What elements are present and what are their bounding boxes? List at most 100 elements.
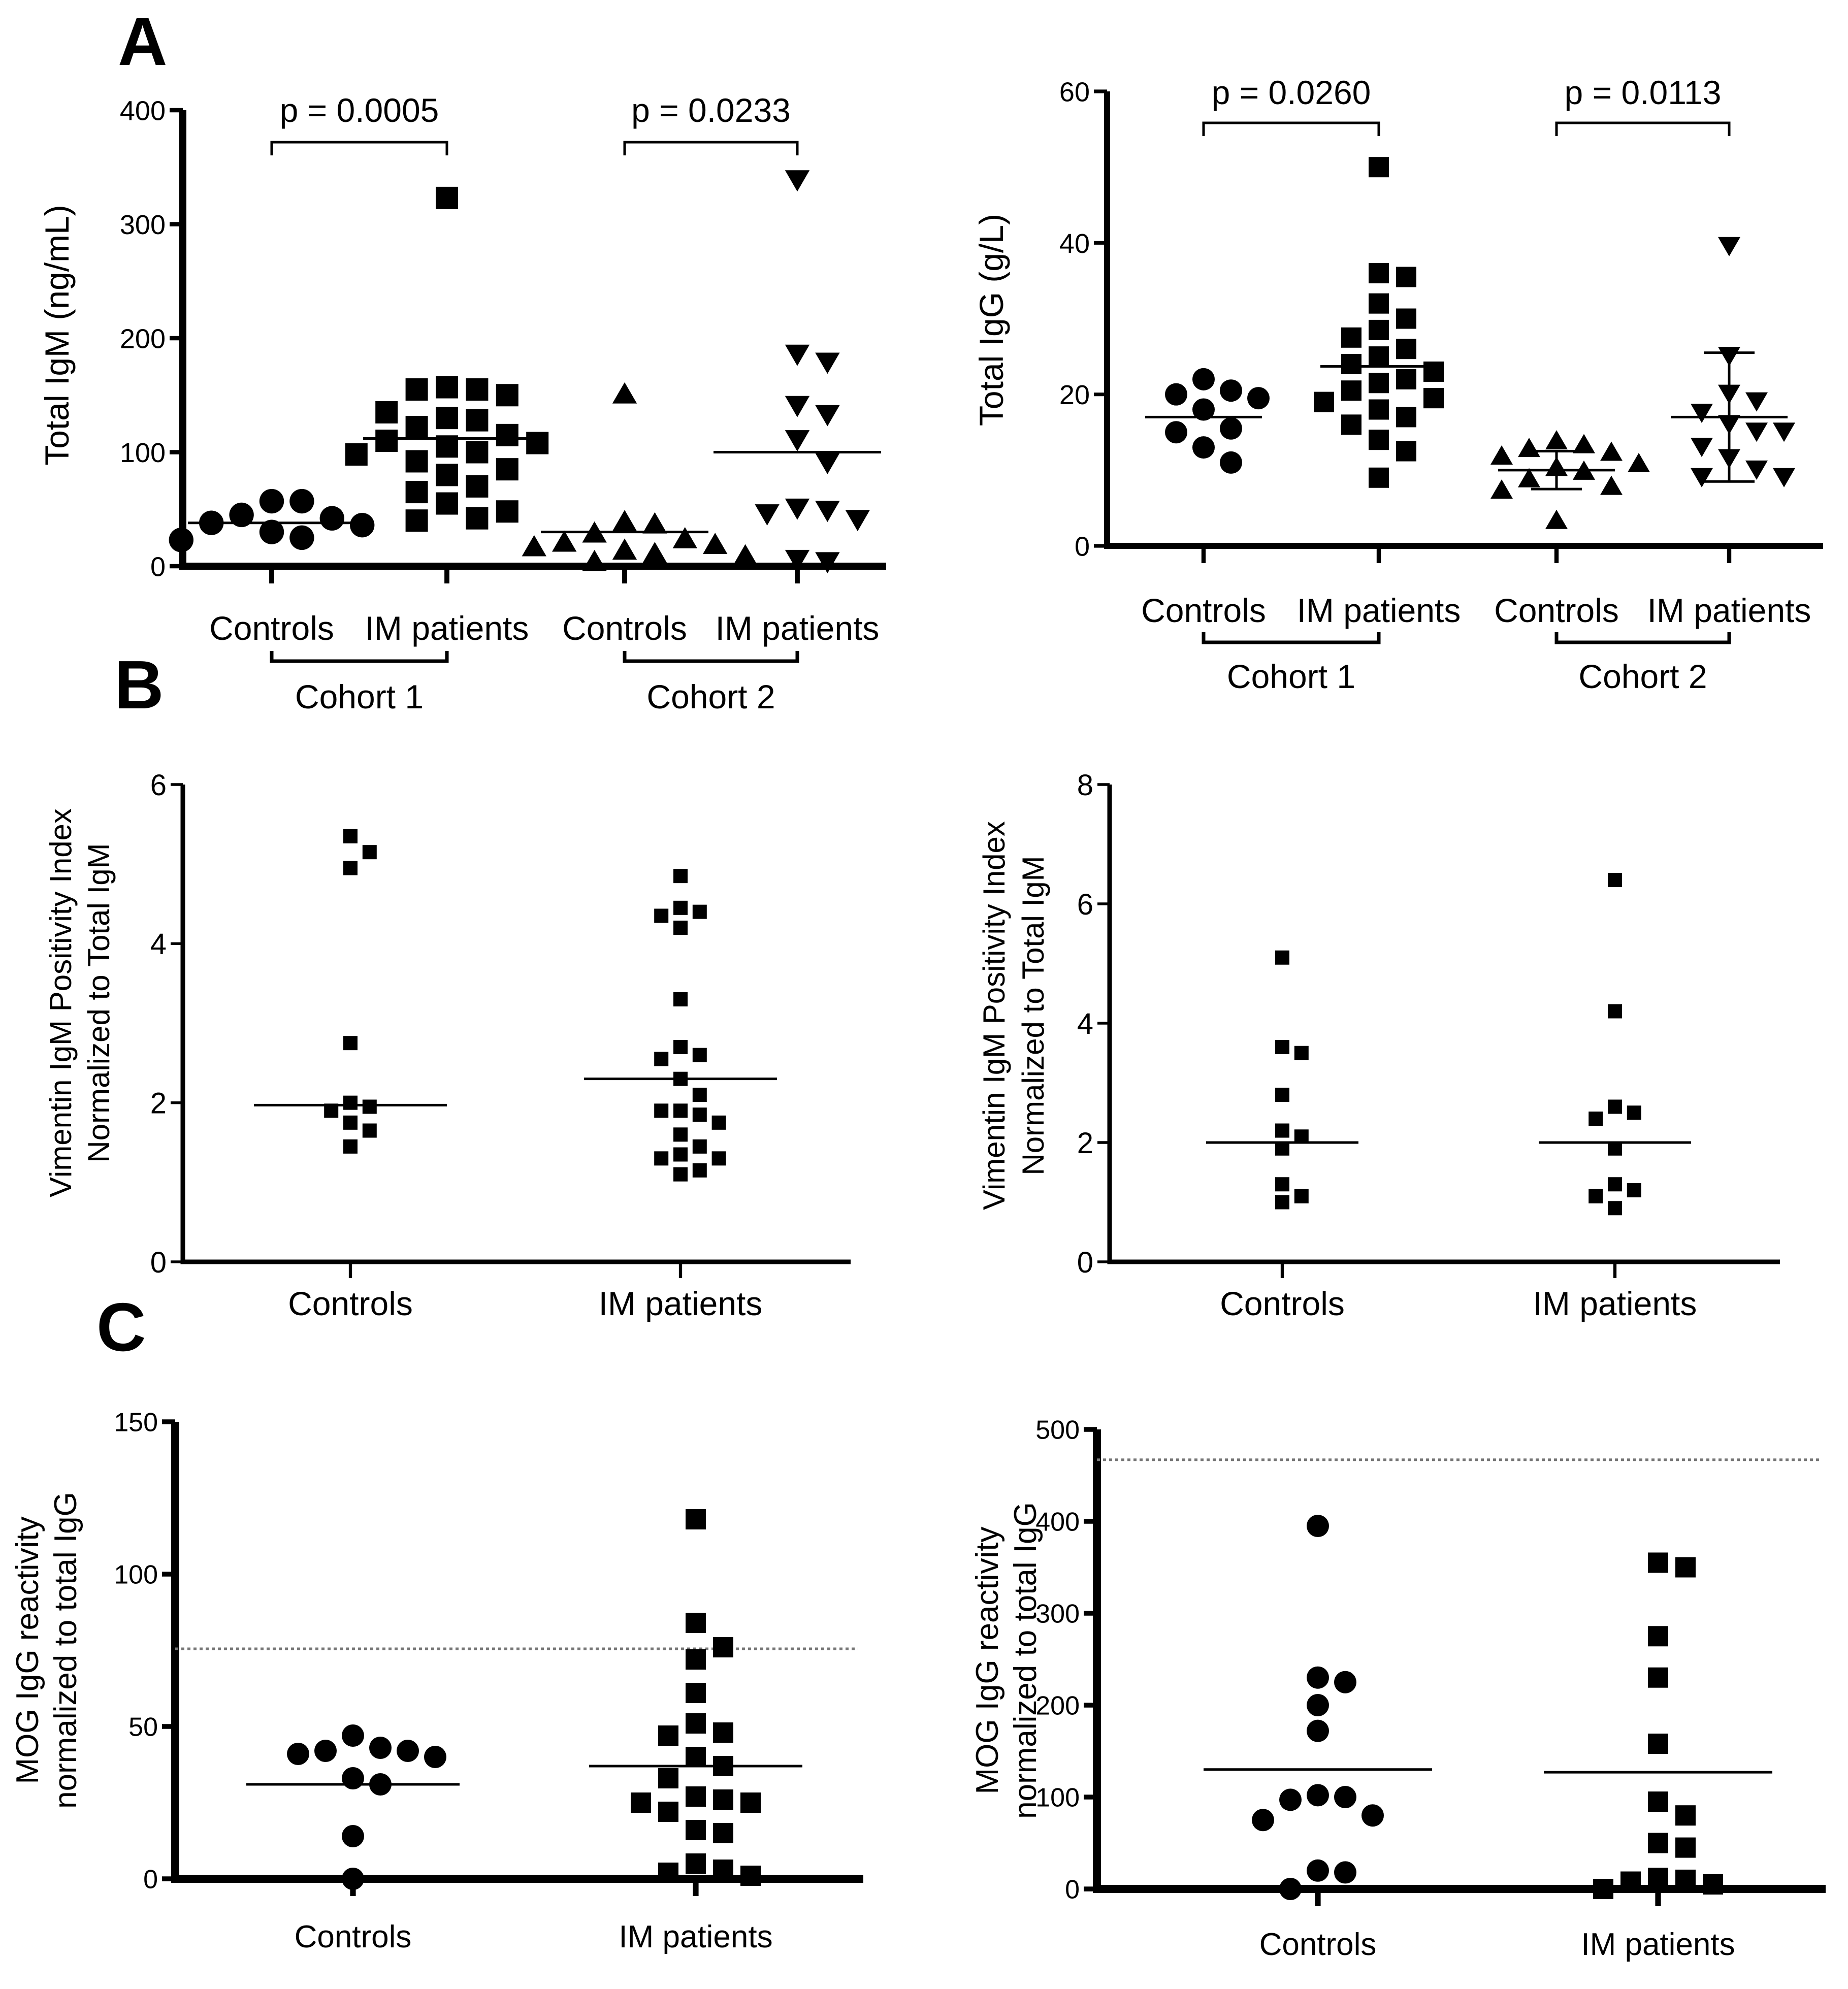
panel-3-data-point xyxy=(343,1036,358,1051)
panel-1-data-point xyxy=(845,510,870,532)
panel-6-data-point xyxy=(1675,1837,1696,1858)
panel-3-data-point xyxy=(673,869,688,884)
panel-6-y-tick-label: 400 xyxy=(1035,1508,1080,1537)
panel-1-data-point xyxy=(319,506,344,531)
panel-6-data-point xyxy=(1307,1784,1329,1807)
panel-6-data-point xyxy=(1307,1666,1329,1689)
panel-1-data-point xyxy=(466,441,489,464)
panel-2-data-point xyxy=(1220,417,1242,440)
panel-1-data-point xyxy=(289,488,314,514)
panel-4-data-point xyxy=(1275,1177,1289,1192)
panel-3-y-tick-label: 2 xyxy=(150,1087,167,1120)
panel-2-data-point xyxy=(1600,475,1623,495)
panel-3-data-point xyxy=(711,1151,726,1166)
panel-2-data-point xyxy=(1518,438,1540,458)
panel-1-y-tick-label: 100 xyxy=(120,438,166,468)
panel-2-data-point xyxy=(1369,319,1389,340)
panel-2-data-point xyxy=(1545,430,1568,450)
panel-6-data-point xyxy=(1703,1874,1723,1895)
panel-1-data-point xyxy=(785,430,810,451)
panel-2-group-label: Cohort 2 xyxy=(1578,658,1707,695)
panel-1-p-value-bracket xyxy=(623,141,799,155)
panel-6-data-point xyxy=(1675,1557,1696,1578)
panel-6-data-point xyxy=(1648,1626,1668,1647)
panel-2-y-tick-label: 20 xyxy=(1059,380,1090,410)
panel-4-y-tick-label: 8 xyxy=(1077,769,1093,802)
panel-2-data-point xyxy=(1396,407,1416,428)
panel-4-y-tick-label: 6 xyxy=(1077,888,1093,921)
panel-3-data-point xyxy=(362,1123,377,1138)
panel-4-data-point xyxy=(1275,1123,1289,1138)
panel-1-data-point xyxy=(345,443,368,466)
panel-2-data-point xyxy=(1247,387,1270,410)
panel-2-y-tick-label: 60 xyxy=(1059,77,1090,107)
panel-3-data-point xyxy=(343,1139,358,1154)
panel-3-data-point xyxy=(343,861,358,875)
panel-1-data-point xyxy=(259,519,284,544)
panel-3-data-point xyxy=(673,1147,688,1162)
panel-5-y-axis-title-line-1: MOG IgG reactivity xyxy=(10,1516,45,1784)
panel-2-data-point xyxy=(1773,468,1795,487)
panel-3-x-category-label: Controls xyxy=(288,1285,413,1322)
panel-6-data-point xyxy=(1307,1694,1329,1716)
panel-1-data-point xyxy=(466,475,489,498)
panel-2-x-category-label: IM patients xyxy=(1647,592,1811,629)
panel-5-y-tick-label: 100 xyxy=(114,1560,158,1590)
panel-1-data-point xyxy=(350,512,375,538)
panel-2-data-point xyxy=(1423,388,1444,409)
panel-2-data-point xyxy=(1628,452,1650,472)
panel-2-y-tick-label: 40 xyxy=(1059,229,1090,259)
panel-3-data-point xyxy=(362,845,377,860)
panel-3-data-point xyxy=(654,1103,669,1118)
panel-2-data-point xyxy=(1396,441,1416,462)
panel-2-data-point xyxy=(1314,392,1334,412)
panel-4-data-point xyxy=(1294,1189,1309,1203)
panel-5-x-category-label: IM patients xyxy=(619,1919,772,1954)
panel-6-data-point xyxy=(1279,1878,1302,1900)
panel-2-data-point xyxy=(1718,237,1740,256)
panel-2-data-point xyxy=(1545,509,1568,529)
panel-4-data-point xyxy=(1627,1105,1641,1120)
panel-4-y-tick-label: 4 xyxy=(1077,1007,1093,1040)
panel-2-data-point xyxy=(1691,468,1713,487)
panel-5-data-point xyxy=(342,1868,364,1890)
panel-1-data-point xyxy=(612,382,637,404)
panel-2-y-axis-title: Total IgG (g/L) xyxy=(972,214,1010,426)
panel-4-x-category-label: IM patients xyxy=(1533,1285,1697,1322)
panel-5-data-point xyxy=(740,1866,761,1886)
panel-1-data-point xyxy=(733,544,758,566)
panel-6-data-point xyxy=(1648,1791,1668,1812)
panel-1-data-point xyxy=(642,542,667,563)
panel-1-data-point xyxy=(436,186,458,209)
panel-5-data-point xyxy=(713,1789,733,1810)
panel-1-data-point xyxy=(815,552,840,574)
panel-3-data-point xyxy=(711,1115,726,1130)
panel-1-data-point xyxy=(815,501,840,523)
panel-4-data-point xyxy=(1275,1088,1289,1102)
panel-5-y-tick-label: 150 xyxy=(114,1408,158,1438)
panel-2-data-point xyxy=(1192,436,1215,459)
panel-5-data-point xyxy=(658,1725,678,1746)
panel-4-data-point xyxy=(1275,1040,1289,1054)
panel-letter-b: B xyxy=(114,646,164,723)
panel-1-data-point xyxy=(496,458,518,481)
panel-2-data-point xyxy=(1369,346,1389,367)
panel-3-data-point xyxy=(654,1052,669,1066)
panel-6-data-point xyxy=(1648,1667,1668,1688)
panel-5-data-point xyxy=(369,1737,392,1759)
panel-4-data-point xyxy=(1275,1195,1289,1210)
panel-1-data-point xyxy=(405,416,428,439)
panel-1-data-point xyxy=(755,504,780,526)
panel-5-data-point xyxy=(686,1713,706,1734)
panel-6-y-tick-label: 0 xyxy=(1065,1875,1080,1905)
panel-2-data-point xyxy=(1490,479,1513,499)
panel-5-data-point xyxy=(424,1746,446,1768)
panel-3-data-point xyxy=(673,921,688,935)
panel-5-data-point xyxy=(686,1509,706,1529)
panel-4-data-point xyxy=(1588,1189,1603,1203)
panel-1-p-value-label: p = 0.0005 xyxy=(280,91,439,129)
panel-6-x-category-label: Controls xyxy=(1259,1927,1377,1962)
panel-2-x-category-label: Controls xyxy=(1494,592,1619,629)
panel-3-data-point xyxy=(673,900,688,915)
panel-2-data-point xyxy=(1691,403,1713,423)
